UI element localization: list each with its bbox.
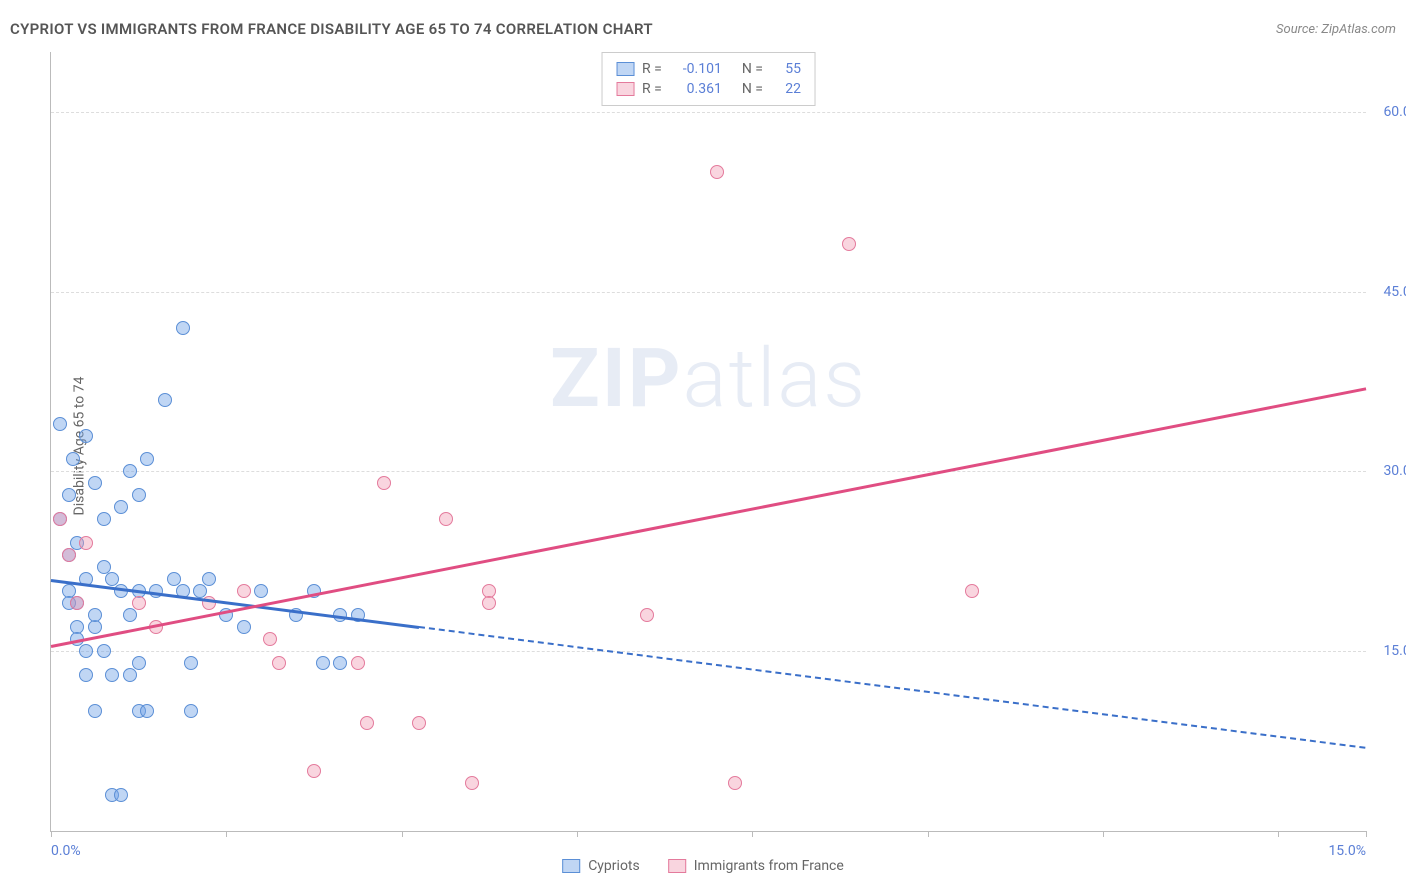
series-legend: Cypriots Immigrants from France — [562, 858, 844, 874]
x-tick — [1366, 831, 1367, 837]
scatter-point — [202, 572, 216, 586]
scatter-point — [237, 620, 251, 634]
n-value: 22 — [771, 81, 801, 97]
scatter-point — [88, 608, 102, 622]
gridline — [51, 471, 1366, 472]
legend-item: Immigrants from France — [668, 858, 844, 874]
trend-line-dashed — [419, 626, 1366, 749]
scatter-point — [158, 393, 172, 407]
x-tick — [577, 831, 578, 837]
scatter-point — [184, 704, 198, 718]
scatter-point — [263, 632, 277, 646]
scatter-point — [965, 584, 979, 598]
scatter-point — [710, 165, 724, 179]
scatter-point — [88, 620, 102, 634]
legend-item: Cypriots — [562, 858, 640, 874]
legend-swatch — [616, 82, 634, 96]
y-tick-label: 30.0% — [1383, 463, 1406, 479]
scatter-point — [123, 608, 137, 622]
trend-line — [51, 579, 420, 628]
scatter-point — [140, 452, 154, 466]
scatter-point — [237, 584, 251, 598]
x-tick — [402, 831, 403, 837]
scatter-point — [184, 656, 198, 670]
chart-plot-area: ZIPatlas R =-0.101N =55R =0.361N =22 15.… — [50, 52, 1366, 832]
legend-row: R = 0.361 N = 22 — [616, 79, 801, 99]
r-label: R = — [642, 81, 662, 97]
scatter-point — [88, 704, 102, 718]
scatter-point — [62, 488, 76, 502]
scatter-point — [53, 512, 67, 526]
scatter-point — [105, 668, 119, 682]
y-tick-label: 45.0% — [1383, 284, 1406, 300]
scatter-point — [272, 656, 286, 670]
x-tick — [752, 831, 753, 837]
scatter-point — [176, 321, 190, 335]
source-label: Source: ZipAtlas.com — [1276, 22, 1396, 37]
scatter-point — [140, 704, 154, 718]
x-tick — [1278, 831, 1279, 837]
scatter-point — [114, 500, 128, 514]
x-tick — [51, 831, 52, 837]
scatter-point — [66, 452, 80, 466]
scatter-point — [842, 237, 856, 251]
legend-swatch — [562, 859, 580, 873]
gridline — [51, 651, 1366, 652]
scatter-point — [79, 668, 93, 682]
correlation-legend: R = -0.101 N = 55 R = 0.361 N = 22 — [601, 52, 816, 106]
scatter-point — [640, 608, 654, 622]
scatter-point — [88, 476, 102, 490]
scatter-point — [123, 464, 137, 478]
scatter-point — [439, 512, 453, 526]
scatter-point — [465, 776, 479, 790]
scatter-point — [482, 596, 496, 610]
x-tick-label: 0.0% — [51, 843, 81, 859]
legend-swatch — [668, 859, 686, 873]
trend-line — [51, 388, 1366, 648]
n-label: N = — [742, 81, 763, 97]
scatter-point — [79, 644, 93, 658]
scatter-point — [132, 656, 146, 670]
scatter-point — [114, 788, 128, 802]
scatter-point — [132, 596, 146, 610]
scatter-point — [412, 716, 426, 730]
gridline — [51, 292, 1366, 293]
scatter-point — [307, 764, 321, 778]
scatter-point — [316, 656, 330, 670]
y-tick-label: 60.0% — [1383, 104, 1406, 120]
scatter-point — [123, 668, 137, 682]
scatter-point — [79, 429, 93, 443]
scatter-point — [97, 644, 111, 658]
scatter-point — [360, 716, 374, 730]
watermark: ZIPatlas — [550, 331, 867, 427]
x-tick — [226, 831, 227, 837]
x-tick — [1103, 831, 1104, 837]
r-value: -0.101 — [670, 61, 722, 77]
gridline — [51, 112, 1366, 113]
scatter-point — [79, 536, 93, 550]
scatter-point — [70, 596, 84, 610]
scatter-point — [351, 656, 365, 670]
r-label: R = — [642, 61, 662, 77]
chart-title: CYPRIOT VS IMMIGRANTS FROM FRANCE DISABI… — [10, 20, 653, 38]
n-label: N = — [742, 61, 763, 77]
legend-label: Immigrants from France — [694, 858, 844, 874]
r-value: 0.361 — [670, 81, 722, 97]
scatter-point — [97, 512, 111, 526]
scatter-point — [53, 417, 67, 431]
scatter-point — [728, 776, 742, 790]
n-value: 55 — [771, 61, 801, 77]
scatter-point — [254, 584, 268, 598]
x-tick — [928, 831, 929, 837]
legend-row: R = -0.101 N = 55 — [616, 59, 801, 79]
legend-label: Cypriots — [588, 858, 640, 874]
x-tick-label: 15.0% — [1328, 843, 1366, 859]
scatter-point — [377, 476, 391, 490]
scatter-point — [333, 656, 347, 670]
legend-swatch — [616, 62, 634, 76]
y-tick-label: 15.0% — [1383, 643, 1406, 659]
scatter-point — [132, 488, 146, 502]
scatter-point — [62, 548, 76, 562]
